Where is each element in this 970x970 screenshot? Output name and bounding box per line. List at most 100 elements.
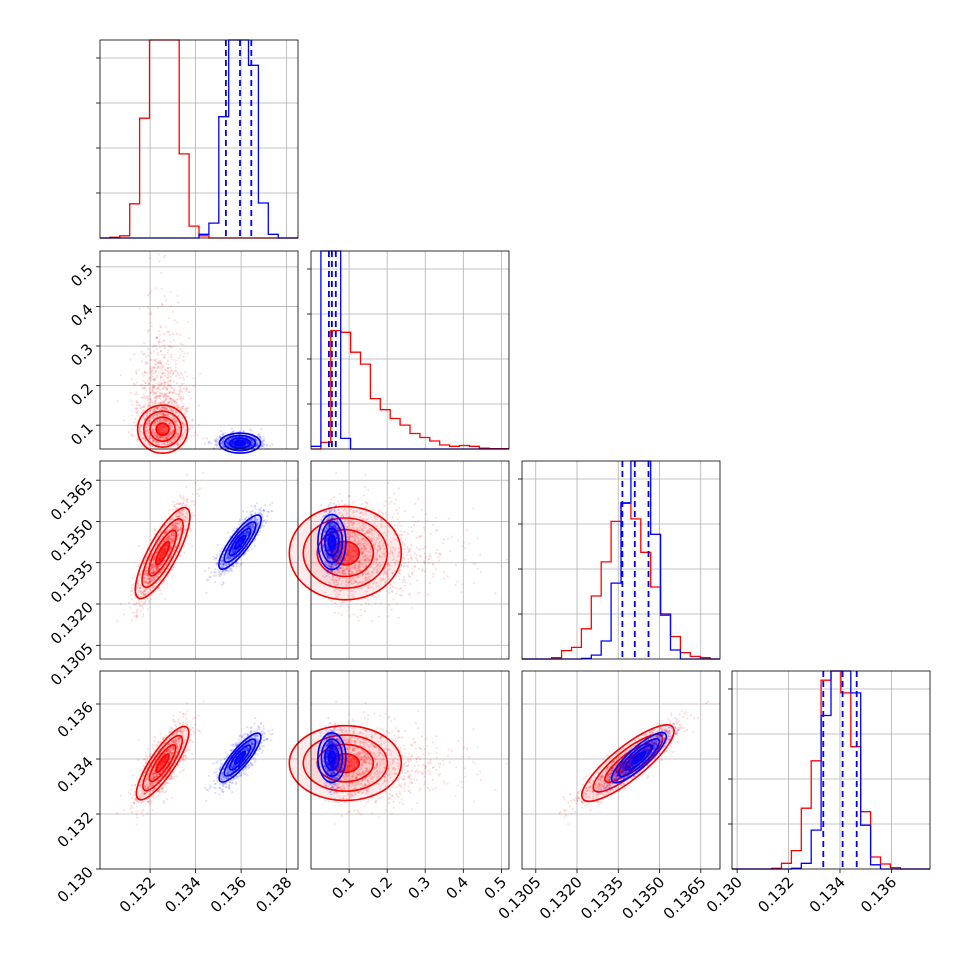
scatter-point bbox=[176, 398, 179, 401]
scatter-point bbox=[202, 437, 205, 440]
scatter-point bbox=[176, 294, 179, 297]
scatter-point bbox=[161, 303, 164, 306]
scatter-point bbox=[161, 372, 164, 375]
scatter-point bbox=[136, 409, 139, 412]
scatter-point bbox=[260, 427, 263, 430]
scatter-point bbox=[269, 503, 272, 506]
scatter-point bbox=[139, 609, 142, 612]
scatter-point bbox=[180, 400, 183, 403]
scatter-point bbox=[170, 356, 173, 359]
scatter-point bbox=[135, 381, 138, 384]
scatter-point bbox=[130, 414, 133, 417]
scatter-point bbox=[130, 399, 133, 402]
scatter-point bbox=[186, 498, 189, 501]
scatter-point bbox=[170, 304, 173, 307]
scatter-point bbox=[159, 412, 162, 415]
scatter-blue-p1-p3 bbox=[203, 501, 274, 594]
scatter-point bbox=[191, 500, 194, 503]
scatter-point bbox=[148, 398, 151, 401]
scatter-point bbox=[266, 444, 269, 447]
scatter-point bbox=[164, 353, 167, 357]
scatter-point bbox=[170, 370, 173, 373]
scatter-point bbox=[151, 428, 154, 431]
scatter-point bbox=[169, 353, 172, 356]
scatter-point bbox=[171, 431, 174, 434]
scatter-point bbox=[135, 400, 138, 403]
scatter-point bbox=[149, 367, 152, 370]
scatter-point bbox=[150, 597, 153, 601]
scatter-point bbox=[188, 390, 191, 394]
scatter-point bbox=[169, 366, 172, 369]
scatter-point bbox=[230, 427, 233, 430]
scatter-point bbox=[184, 389, 187, 392]
scatter-point bbox=[119, 602, 122, 605]
scatter-point bbox=[161, 392, 164, 395]
scatter-point bbox=[157, 386, 160, 389]
scatter-point bbox=[176, 393, 179, 396]
scatter-point bbox=[143, 384, 146, 387]
scatter-point bbox=[152, 402, 155, 405]
scatter-point bbox=[165, 420, 168, 423]
scatter-point bbox=[146, 379, 149, 383]
scatter-point bbox=[174, 359, 177, 362]
scatter-point bbox=[172, 387, 175, 390]
scatter-point bbox=[146, 608, 149, 611]
scatter-point bbox=[153, 396, 156, 400]
scatter-point bbox=[181, 390, 184, 393]
scatter-point bbox=[167, 363, 170, 366]
scatter-point bbox=[144, 397, 147, 400]
scatter-point bbox=[164, 437, 167, 440]
scatter-point bbox=[196, 492, 199, 495]
scatter-point bbox=[172, 380, 175, 383]
scatter-point bbox=[149, 391, 152, 395]
scatter-point bbox=[165, 407, 168, 410]
scatter-point bbox=[199, 487, 202, 490]
scatter-point bbox=[175, 403, 178, 406]
scatter-point bbox=[123, 419, 126, 422]
scatter-point bbox=[152, 378, 155, 381]
scatter-point bbox=[136, 615, 139, 618]
scatter-point bbox=[181, 343, 184, 346]
scatter-point bbox=[141, 384, 144, 387]
scatter-point bbox=[158, 395, 161, 398]
scatter-point bbox=[182, 397, 185, 400]
grid-layer bbox=[100, 40, 930, 869]
scatter-point bbox=[177, 415, 180, 418]
scatter-point bbox=[143, 387, 146, 390]
scatter-point bbox=[159, 394, 162, 397]
scatter-point bbox=[170, 424, 173, 427]
scatter-point bbox=[157, 353, 160, 356]
scatter-point bbox=[136, 414, 140, 417]
scatter-point bbox=[181, 417, 184, 420]
scatter-point bbox=[166, 359, 169, 363]
scatter-point bbox=[207, 567, 210, 570]
scatter-point bbox=[145, 362, 148, 366]
scatter-point bbox=[158, 345, 161, 349]
scatter-point bbox=[157, 401, 161, 404]
scatter-point bbox=[136, 393, 139, 396]
scatter-point bbox=[160, 271, 163, 275]
scatter-point bbox=[157, 340, 161, 343]
scatter-point bbox=[174, 505, 177, 508]
scatter-point bbox=[167, 432, 171, 436]
scatter-point bbox=[161, 364, 164, 367]
scatter-point bbox=[182, 359, 185, 362]
scatter-point bbox=[187, 320, 190, 323]
scatter-point bbox=[169, 290, 172, 293]
scatter-point bbox=[166, 413, 169, 416]
scatter-point bbox=[185, 410, 188, 413]
scatter-point bbox=[155, 376, 159, 379]
scatter-point bbox=[174, 392, 177, 395]
scatter-point bbox=[155, 440, 158, 444]
scatter-point bbox=[162, 379, 165, 382]
scatter-point bbox=[161, 376, 164, 379]
scatter-point bbox=[137, 404, 140, 407]
scatter-point bbox=[165, 392, 168, 395]
scatter-point bbox=[148, 368, 151, 371]
scatter-point bbox=[156, 420, 160, 423]
scatter-point bbox=[145, 422, 148, 425]
scatter-point bbox=[169, 431, 172, 434]
scatter-point bbox=[152, 390, 155, 393]
scatter-point bbox=[153, 432, 156, 435]
